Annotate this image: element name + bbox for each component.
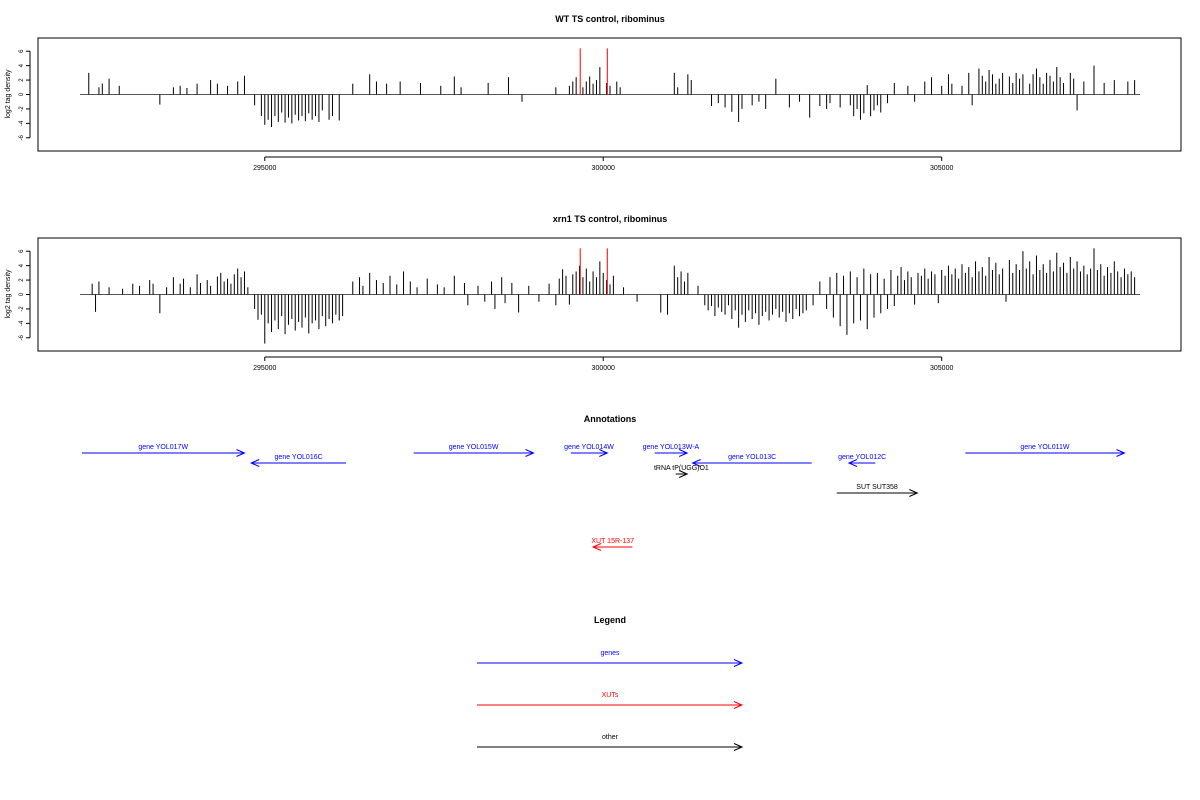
xrn1-track-panel: xrn1 TS control, ribominus log2 tag dens… (5, 214, 1182, 372)
legend-entries: genes XUTs other (477, 650, 744, 751)
arrow-head (678, 470, 689, 478)
xrn1-axis-ticks: -6 -4 -2 0 2 4 6 295000 300000 305000 (19, 249, 953, 372)
wt-axis-ticks: -6 -4 -2 0 2 4 6 295000 300000 305000 (19, 49, 953, 172)
y-tick-label: 0 (19, 292, 25, 296)
annotation-label: gene YOL012C (838, 454, 886, 461)
xrn1-bars (80, 248, 1140, 344)
wt-y-axis-label: log2 tag density (5, 69, 12, 119)
y-tick-label: 4 (19, 63, 25, 67)
legend-label: genes (600, 650, 620, 657)
legend-arrow (477, 701, 744, 709)
arrow-head (525, 449, 535, 457)
annotations-title: Annotations (584, 414, 637, 424)
y-tick-label: 6 (19, 49, 25, 53)
xrn1-track-title: xrn1 TS control, ribominus (553, 214, 668, 224)
legend-panel: Legend genes XUTs other (477, 615, 744, 751)
annotation-arrow (591, 543, 633, 551)
legend-arrow (477, 659, 744, 667)
annotation-label: gene YOL011W (1020, 444, 1070, 451)
y-tick-label: -2 (19, 106, 25, 112)
x-tick-label: 295000 (253, 165, 276, 172)
arrow-head (909, 489, 919, 497)
annotation-arrow (413, 449, 535, 457)
arrow-head (733, 701, 744, 709)
y-tick-label: 0 (19, 92, 25, 96)
y-tick-label: -6 (19, 134, 25, 140)
annotation-arrows: gene YOL017W gene YOL016C gene YOL015W gene… (82, 444, 1126, 551)
arrow-head (733, 659, 744, 667)
annotation-arrow (82, 449, 246, 457)
wt-plot-frame (37, 37, 1182, 152)
x-tick-label: 305000 (930, 165, 953, 172)
wt-track-panel: WT TS control, ribominus log2 tag densit… (5, 14, 1182, 172)
y-tick-label: 6 (19, 249, 25, 253)
x-tick-label: 295000 (253, 365, 276, 372)
legend-arrow (477, 743, 744, 751)
annotation-arrow (965, 449, 1126, 457)
annotation-arrow (847, 459, 876, 467)
legend-label: other (602, 734, 619, 741)
wt-track-title: WT TS control, ribominus (555, 14, 665, 24)
annotation-label: SUT SUT358 (856, 484, 898, 491)
annotation-label: gene YOL013W-A (643, 444, 700, 451)
arrow-head (249, 459, 260, 467)
annotation-arrow (570, 449, 609, 457)
arrow-head (599, 449, 609, 457)
x-tick-label: 305000 (930, 365, 953, 372)
y-tick-label: -4 (19, 320, 25, 326)
y-tick-label: 4 (19, 263, 25, 267)
annotation-label: XUT 15R-137 (591, 538, 634, 545)
annotation-label: tRNA tP(UGG)O1 (654, 465, 709, 472)
annotation-arrow (654, 449, 689, 457)
annotation-label: gene YOL014W (564, 444, 614, 451)
x-tick-label: 300000 (592, 365, 615, 372)
y-tick-label: 2 (19, 78, 25, 82)
arrow-head (1116, 449, 1126, 457)
legend-label: XUTs (602, 692, 619, 699)
arrow-head (691, 459, 701, 467)
annotation-label: gene YOL017W (138, 444, 188, 451)
annotation-arrow (691, 459, 812, 467)
xrn1-y-axis-label: log2 tag density (5, 269, 12, 319)
arrow-head (591, 543, 602, 551)
wt-bars (80, 48, 1140, 127)
annotation-arrow (836, 489, 919, 497)
y-tick-label: -6 (19, 334, 25, 340)
annotation-arrow (249, 459, 346, 467)
legend-title: Legend (594, 615, 626, 625)
annotation-arrow (675, 470, 689, 478)
annotation-label: gene YOL016C (275, 454, 323, 461)
arrow-head (847, 459, 858, 467)
xrn1-plot-frame (37, 237, 1182, 352)
y-tick-label: 2 (19, 278, 25, 282)
arrow-head (236, 449, 246, 457)
y-tick-label: -4 (19, 120, 25, 126)
annotation-label: gene YOL013C (728, 454, 776, 461)
annotation-label: gene YOL015W (449, 444, 499, 451)
arrow-head (678, 449, 689, 457)
arrow-head (733, 743, 744, 751)
x-tick-label: 300000 (592, 165, 615, 172)
y-tick-label: -2 (19, 306, 25, 312)
